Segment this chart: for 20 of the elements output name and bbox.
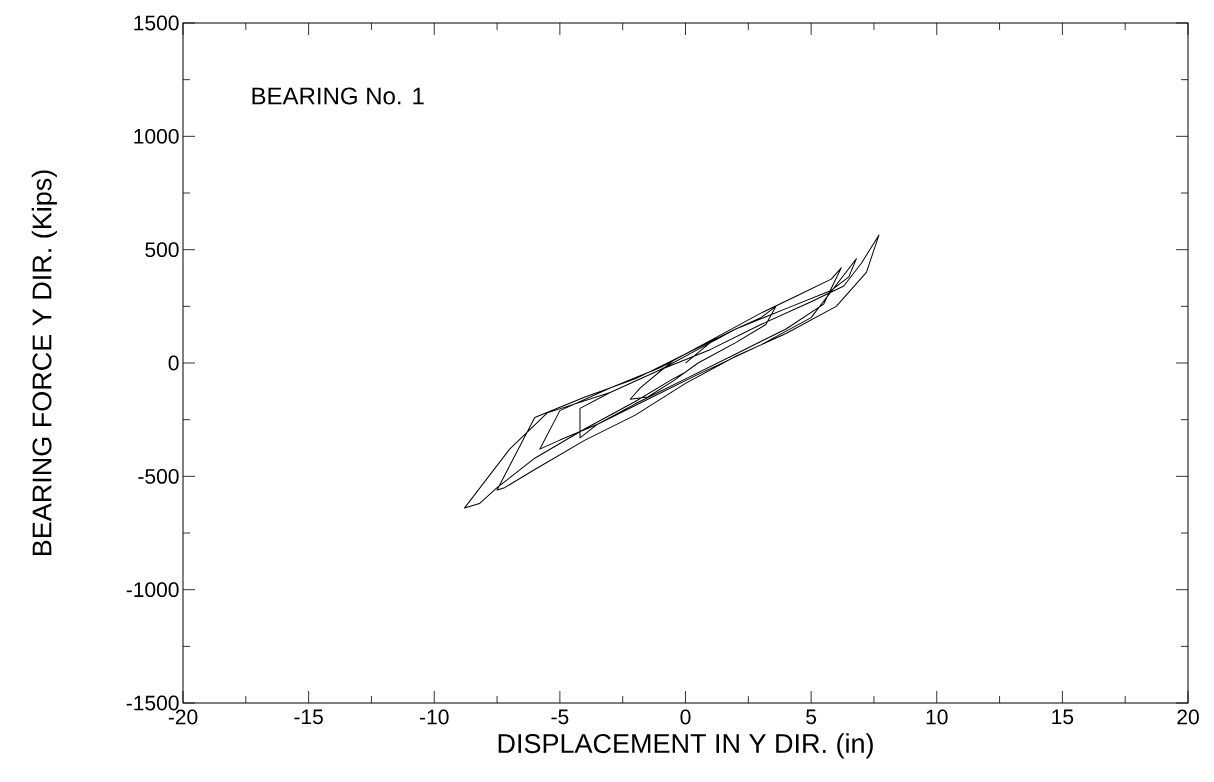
x-tick-label: -15	[294, 709, 323, 725]
y-tick-label: 0	[168, 355, 179, 371]
x-tick-label: -5	[551, 709, 569, 725]
y-tick-label: 1000	[134, 128, 179, 144]
y-tick-label: -1500	[126, 695, 179, 711]
x-tick-label: 5	[806, 709, 817, 725]
x-tick-label: 20	[1177, 709, 1199, 725]
y-axis-title: BEARING FORCE Y DIR. (Kips)	[31, 170, 57, 556]
x-tick-label: 10	[926, 709, 948, 725]
y-tick-label: 1500	[134, 15, 179, 31]
annotation: BEARING No. 1	[252, 87, 424, 105]
y-tick-label: -500	[138, 468, 179, 484]
x-axis-title: DISPLACEMENT IN Y DIR. (in)	[498, 733, 873, 759]
y-tick-label: -1000	[126, 582, 179, 598]
x-tick-label: 15	[1052, 709, 1074, 725]
x-tick-label: 0	[680, 709, 691, 725]
line-series	[463, 234, 880, 509]
x-tick-label: -10	[420, 709, 449, 725]
x-tick-label: -20	[168, 709, 198, 725]
y-tick-label: 500	[145, 242, 179, 258]
